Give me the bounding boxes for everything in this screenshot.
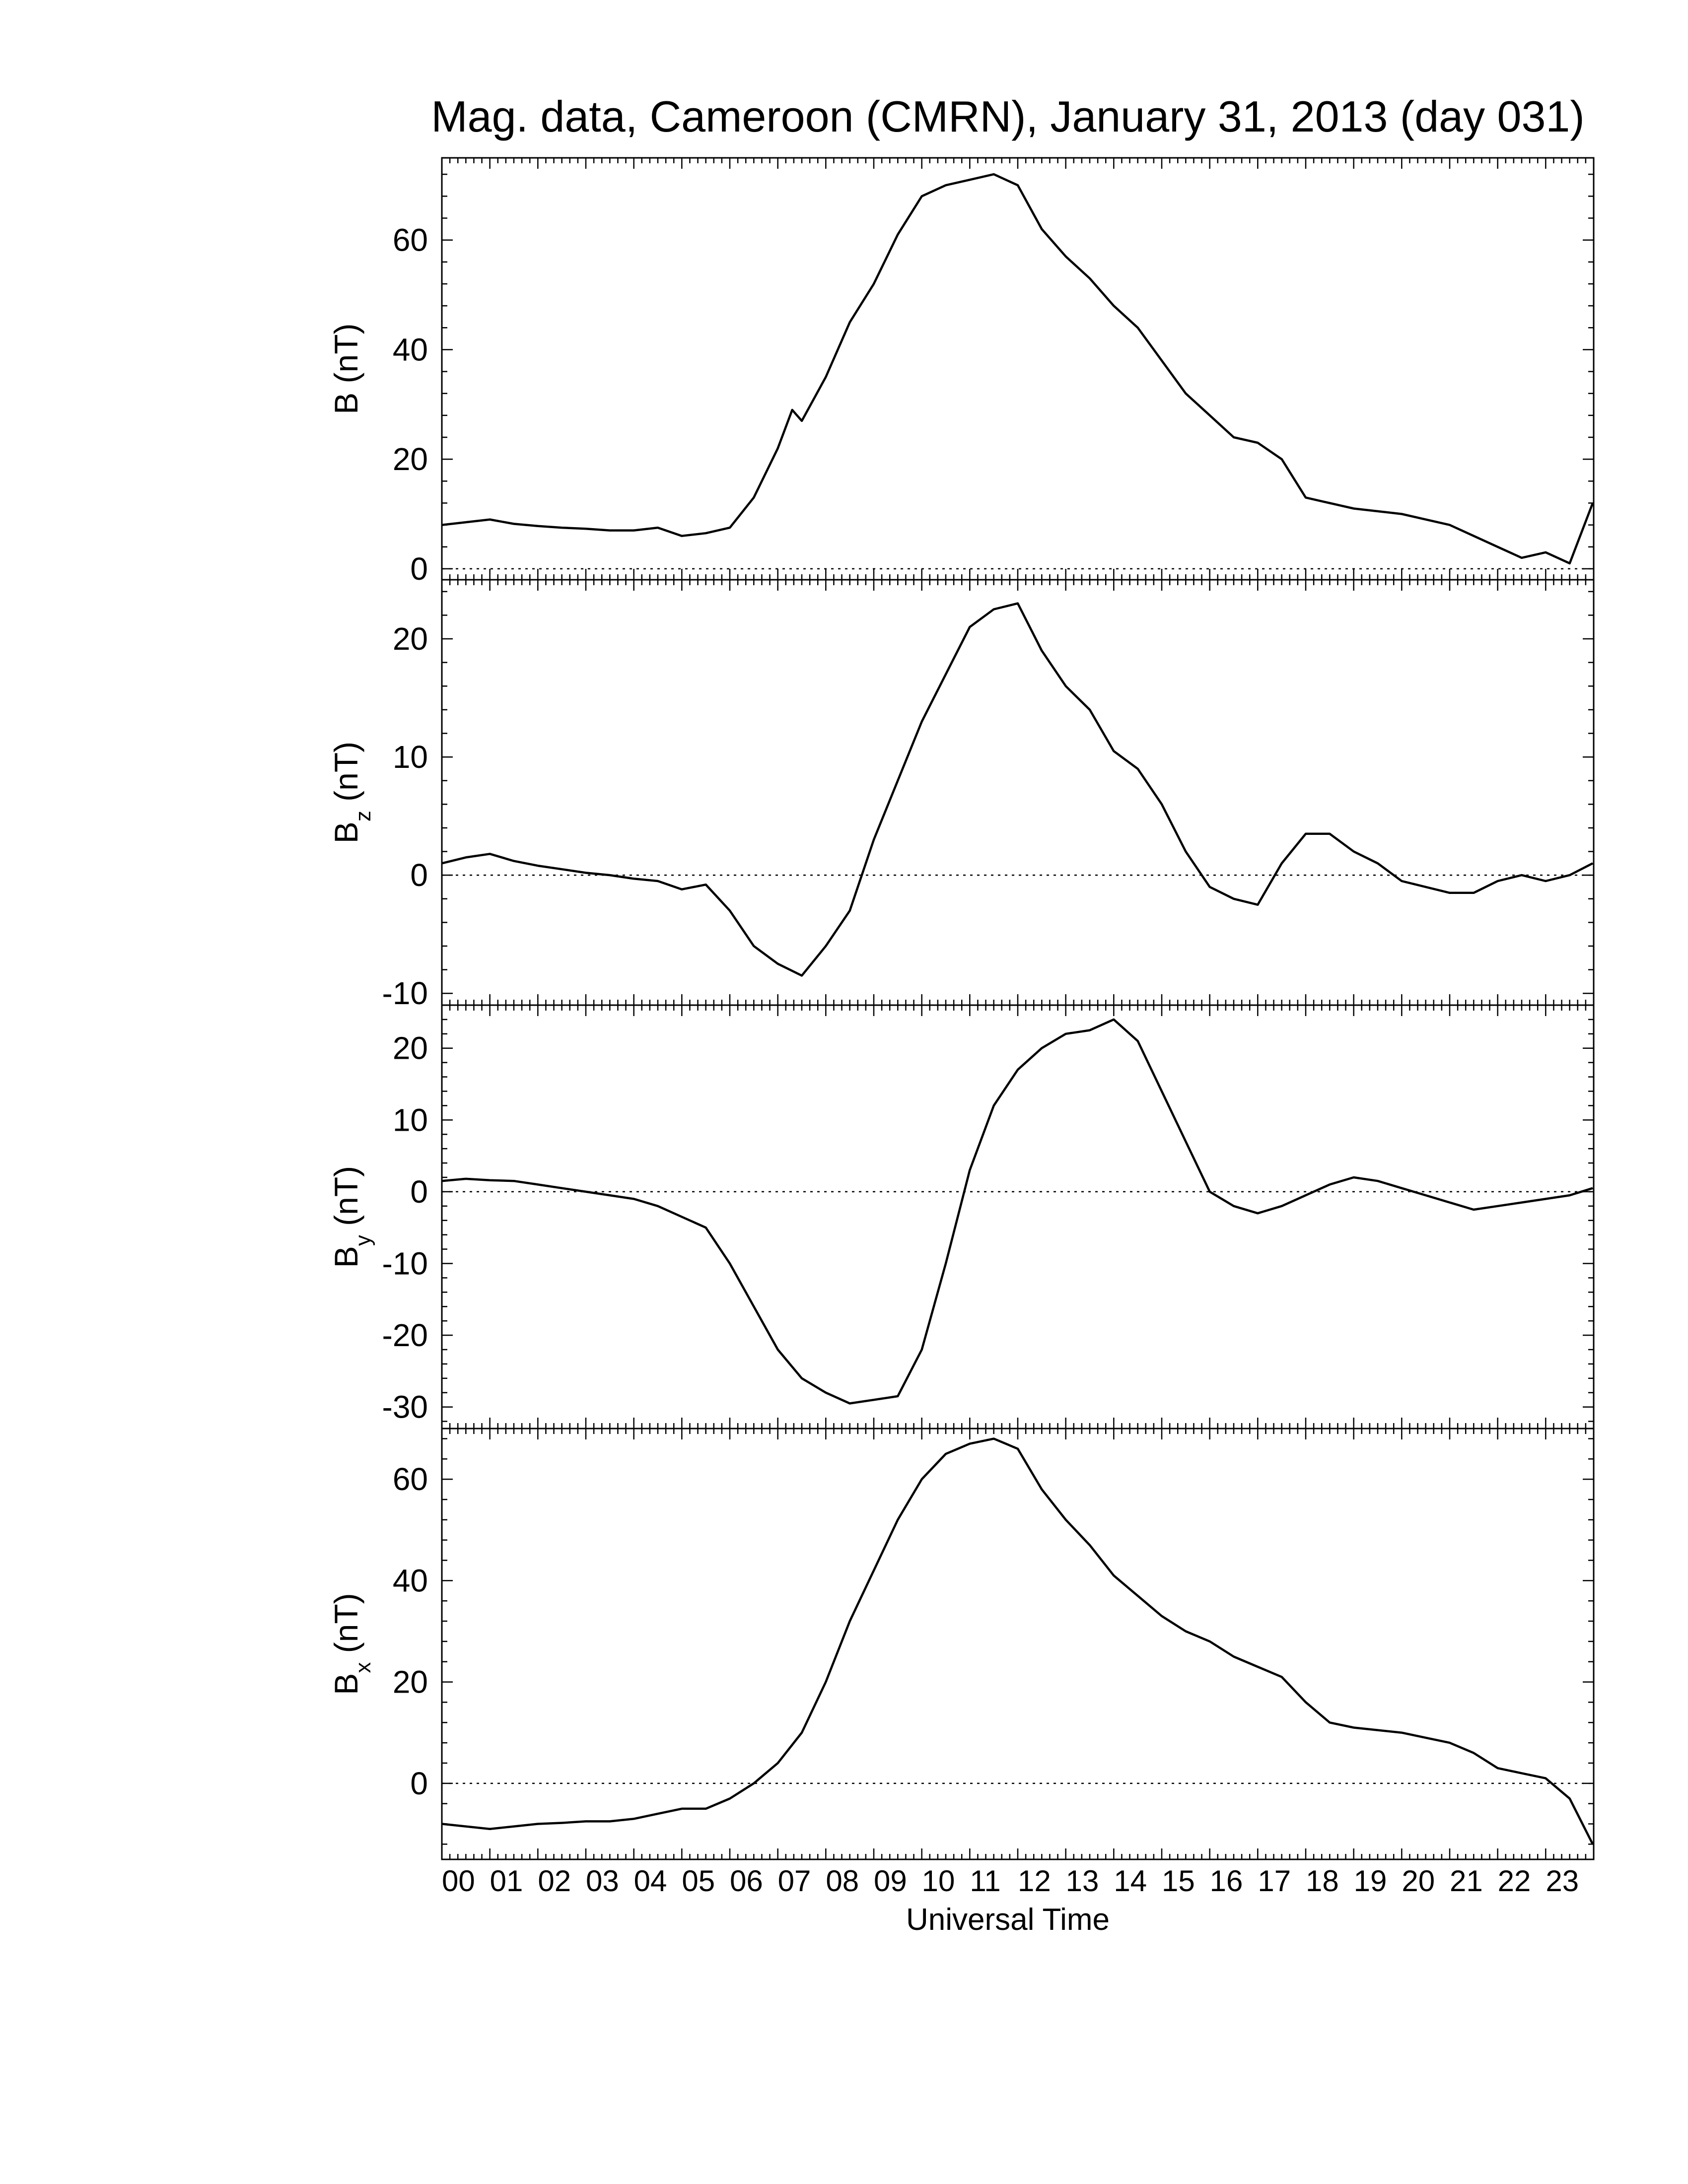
- series-line-Bz: [441, 602, 1594, 977]
- y-tick-label: 20: [393, 1030, 428, 1066]
- y-tick-label: -30: [382, 1389, 428, 1425]
- y-label-subscript: y: [351, 1235, 375, 1246]
- y-tick-label: 20: [393, 1664, 428, 1700]
- y-tick-label: 0: [410, 857, 428, 893]
- x-tick-label: 07: [778, 1864, 811, 1898]
- x-tick-label: 12: [1018, 1864, 1051, 1898]
- x-tick-label: 04: [634, 1864, 667, 1898]
- x-tick-label: 03: [586, 1864, 619, 1898]
- y-tick-label: 0: [410, 1174, 428, 1210]
- y-tick-label: 20: [393, 621, 428, 657]
- x-tick-label: 06: [730, 1864, 763, 1898]
- y-tick-label: -10: [382, 1245, 428, 1281]
- x-tick-label: 02: [538, 1864, 571, 1898]
- x-tick-label: 11: [970, 1864, 1000, 1898]
- panels-group: 0 20 40 60 B (nT) -10 0 10 20 Bz (nT) -30 -20 -10 0 10…: [328, 157, 1595, 1860]
- y-axis-label: By (nT): [328, 1166, 375, 1268]
- x-tick-label: 10: [922, 1864, 955, 1898]
- x-tick-label: 13: [1066, 1864, 1099, 1898]
- x-tick-label: 00: [442, 1864, 475, 1898]
- x-tick-label: 21: [1450, 1864, 1483, 1898]
- y-label-base: B: [328, 821, 364, 843]
- x-tick-labels: 00 01 02 03 04 05 06 07 08 09 10 11 12 13 14 15 16 17 18 19…: [442, 1864, 1579, 1898]
- y-tick-label: 10: [393, 739, 428, 775]
- y-tick-label: 0: [410, 551, 428, 587]
- panel-B: 0 20 40 60 B (nT): [328, 157, 1595, 587]
- panel-Bx: 0 20 40 60 Bx (nT): [328, 1428, 1595, 1860]
- x-tick-label: 23: [1546, 1864, 1579, 1898]
- y-tick-label: -10: [382, 975, 428, 1011]
- y-tick-label: 20: [393, 441, 428, 477]
- x-tick-label: 05: [682, 1864, 715, 1898]
- y-axis-label: Bz (nT): [328, 742, 375, 843]
- y-label-unit: (nT): [328, 1166, 364, 1235]
- y-label-unit: (nT): [328, 1593, 364, 1662]
- y-axis-label: B (nT): [328, 323, 364, 414]
- y-axis-label: Bx (nT): [328, 1593, 375, 1695]
- y-tick-label: 10: [393, 1102, 428, 1138]
- y-label-unit: (nT): [328, 323, 364, 392]
- y-label-base: B: [328, 1673, 364, 1695]
- y-tick-label: -20: [382, 1317, 428, 1353]
- series-line-By: [441, 1018, 1593, 1405]
- x-tick-label: 20: [1402, 1864, 1435, 1898]
- x-tick-label: 14: [1114, 1864, 1147, 1898]
- y-tick-label: 40: [393, 1563, 428, 1598]
- y-label-unit: (nT): [328, 742, 364, 811]
- y-tick-label: 40: [393, 332, 428, 367]
- x-tick-label: 09: [874, 1864, 907, 1898]
- y-label-base: B: [328, 393, 364, 414]
- x-tick-label: 16: [1210, 1864, 1243, 1898]
- figure-title: Mag. data, Cameroon (CMRN), January 31, …: [431, 92, 1584, 141]
- series-line-B: [441, 173, 1594, 565]
- x-tick-label: 08: [826, 1864, 859, 1898]
- y-tick-label: 60: [393, 222, 428, 258]
- x-tick-label: 01: [490, 1864, 523, 1898]
- y-tick-label: 60: [393, 1461, 428, 1497]
- y-label-subscript: x: [351, 1662, 375, 1673]
- x-axis-label: Universal Time: [906, 1903, 1110, 1937]
- y-label-subscript: z: [351, 811, 375, 821]
- series-line-Bx: [441, 1437, 1594, 1845]
- y-label-base: B: [328, 1246, 364, 1268]
- panel-By: -30 -20 -10 0 10 20 By (nT): [328, 1004, 1595, 1430]
- x-tick-label: 15: [1162, 1864, 1195, 1898]
- x-tick-label: 18: [1306, 1864, 1339, 1898]
- x-tick-label: 17: [1258, 1864, 1291, 1898]
- y-tick-label: 0: [410, 1766, 428, 1801]
- x-tick-label: 22: [1498, 1864, 1531, 1898]
- x-tick-label: 19: [1354, 1864, 1387, 1898]
